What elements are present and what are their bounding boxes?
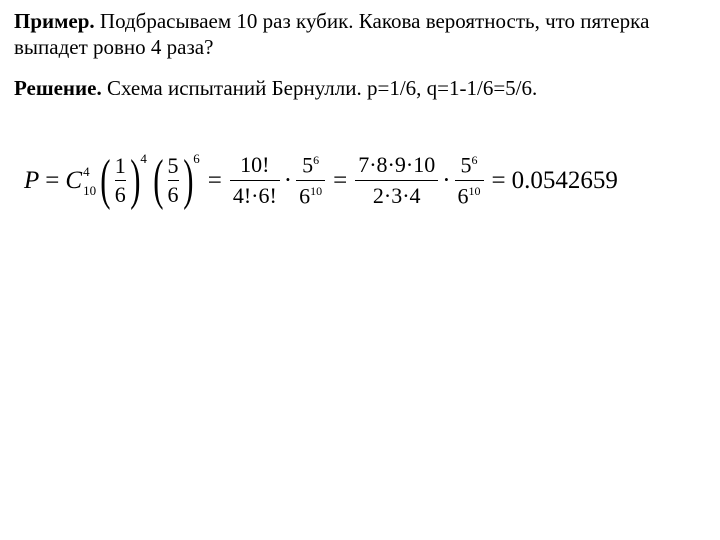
equals-1: =	[39, 167, 65, 195]
p-term: ( 1 6 )	[96, 155, 144, 206]
formula: P = C 4 10 ( 1 6 ) 4 ( 5 6	[24, 153, 706, 209]
equals-4: =	[486, 167, 512, 195]
problem-paragraph: Пример. Подбрасываем 10 раз кубик. Каков…	[14, 8, 706, 61]
q-term: ( 5 6 )	[149, 155, 197, 206]
f3-den: 2·3·4	[370, 184, 424, 208]
q-den: 6	[168, 184, 179, 206]
C-sub: 10	[83, 184, 96, 197]
p-pow: 4	[140, 151, 147, 167]
q-num: 5	[168, 155, 179, 177]
rparen-1: )	[130, 158, 140, 203]
problem-text: Подбрасываем 10 раз кубик. Какова вероят…	[14, 9, 649, 59]
solution-paragraph: Решение. Схема испытаний Бернулли. p=1/6…	[14, 75, 706, 101]
rparen-2: )	[183, 158, 193, 203]
p-den: 6	[115, 184, 126, 206]
C-letter: C	[65, 167, 82, 195]
f4-num: 56	[458, 153, 481, 177]
cdot-1: ·	[282, 167, 294, 195]
frac-1: 10! 4!·6!	[228, 153, 282, 208]
solution-label: Решение.	[14, 76, 102, 100]
f4-den: 610	[455, 184, 484, 208]
binomial-C: C 4 10	[65, 165, 96, 197]
result: 0.0542659	[512, 167, 618, 195]
q-pow: 6	[193, 151, 200, 167]
lparen-2: (	[153, 158, 163, 203]
f3-num: 7·8·9·10	[355, 153, 438, 177]
frac-4: 56 610	[453, 153, 486, 209]
equals-3: =	[327, 167, 353, 195]
f2-num: 56	[299, 153, 322, 177]
lparen-1: (	[100, 158, 110, 203]
cdot-2: ·	[440, 167, 452, 195]
f2-den: 610	[296, 184, 325, 208]
problem-label: Пример.	[14, 9, 95, 33]
page: Пример. Подбрасываем 10 раз кубик. Каков…	[0, 0, 720, 216]
equals-2: =	[202, 167, 228, 195]
C-sup: 4	[83, 165, 96, 178]
frac-3: 7·8·9·10 2·3·4	[353, 153, 440, 208]
var-P: P	[24, 167, 39, 195]
f1-den: 4!·6!	[230, 184, 280, 208]
p-num: 1	[115, 155, 126, 177]
frac-2: 56 610	[294, 153, 327, 209]
solution-text: Схема испытаний Бернулли. p=1/6, q=1-1/6…	[102, 76, 538, 100]
f1-num: 10!	[237, 153, 272, 177]
